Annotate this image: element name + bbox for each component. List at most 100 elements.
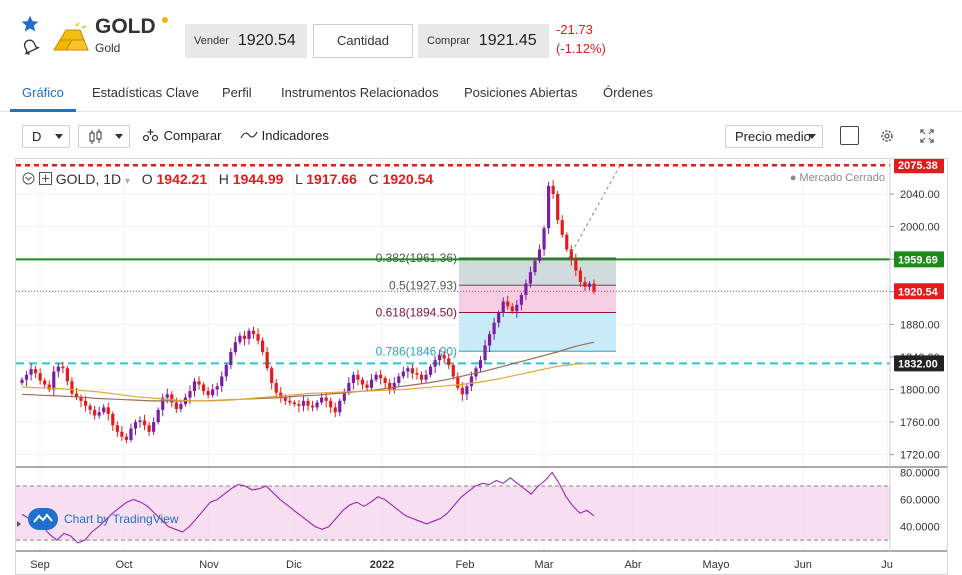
candle-body xyxy=(374,374,378,380)
candle-body xyxy=(70,381,74,394)
legend-open: 1942.21 xyxy=(156,171,208,187)
alert-bell-icon[interactable] xyxy=(20,36,40,56)
candle-body xyxy=(129,428,133,440)
candle-body xyxy=(483,345,487,361)
indicators-label: Indicadores xyxy=(261,128,329,143)
candle-body xyxy=(306,400,310,406)
rsi-line xyxy=(21,471,595,544)
settings-gear-icon[interactable] xyxy=(879,128,895,144)
fullscreen-icon[interactable] xyxy=(919,128,935,144)
candle-body xyxy=(47,384,51,390)
candle-body xyxy=(433,360,437,367)
candle-body xyxy=(574,259,578,271)
time-axis-label: Mar xyxy=(535,559,554,571)
chart-canvas[interactable]: 0.382(1961.36) 0.5(1927.93) 0.618(1894.50)… xyxy=(16,159,948,575)
tab-profile[interactable]: Perfil xyxy=(222,85,252,100)
snapshot-checkbox[interactable] xyxy=(840,126,859,145)
candle-body xyxy=(242,335,247,339)
candle-body xyxy=(547,185,551,229)
candle-body xyxy=(447,358,451,366)
candle-body xyxy=(392,382,396,390)
candle-body xyxy=(492,322,496,335)
interval-dropdown[interactable]: D xyxy=(22,125,70,148)
price-axis-label: 2040.00 xyxy=(900,189,940,201)
candle-body xyxy=(192,381,197,392)
watchlist-star-icon[interactable] xyxy=(20,14,40,34)
add-icon[interactable] xyxy=(38,172,52,185)
tab-related-instruments[interactable]: Instrumentos Relacionados xyxy=(281,85,439,100)
candle-body xyxy=(406,368,410,372)
time-axis-label: Abr xyxy=(624,559,641,571)
candle-body xyxy=(156,409,160,423)
compare-label: Comparar xyxy=(163,128,222,143)
candle-body xyxy=(74,393,79,398)
legend-close: 1920.54 xyxy=(382,171,434,187)
candle-body xyxy=(469,376,474,387)
candle-body xyxy=(83,400,88,406)
candle-body xyxy=(415,373,419,375)
legend-symbol: GOLD, 1D xyxy=(55,171,122,187)
candle-body xyxy=(506,301,510,307)
candle-body xyxy=(106,407,110,414)
instrument-name: Gold xyxy=(95,41,121,55)
candle-body xyxy=(102,407,106,413)
tradingview-watermark[interactable]: Chart by TradingView xyxy=(28,508,179,530)
buy-price: 1921.45 xyxy=(478,32,537,49)
price-badge xyxy=(894,159,944,174)
candle-body xyxy=(438,355,442,361)
sell-button[interactable]: Vender 1920.54 xyxy=(185,24,307,58)
candle-body xyxy=(338,400,342,413)
candle-body xyxy=(501,301,505,313)
candle-body xyxy=(510,306,514,312)
candle-body xyxy=(310,405,315,408)
quantity-input[interactable]: Cantidad xyxy=(313,24,413,58)
legend-close-label: C xyxy=(368,171,379,187)
candle-body xyxy=(179,404,183,409)
tab-open-positions[interactable]: Posiciones Abiertas xyxy=(464,85,578,100)
price-badge-label: 2075.38 xyxy=(898,160,938,172)
candle-body xyxy=(24,374,29,380)
candle-body xyxy=(315,402,319,408)
rsi-axis-label: 60.0000 xyxy=(900,495,940,507)
time-axis-label: Jun xyxy=(794,559,812,571)
candle-body xyxy=(201,384,206,392)
candle-body xyxy=(297,404,301,406)
candle-body xyxy=(424,374,428,380)
candle-body xyxy=(197,381,201,385)
buy-button[interactable]: Comprar 1921.45 xyxy=(418,24,549,58)
candle-body xyxy=(460,387,464,395)
candle-body xyxy=(419,374,424,380)
price-mode-dropdown[interactable]: Precio medio xyxy=(725,125,823,148)
candle-body xyxy=(229,351,233,366)
rsi-axis-label: 80.0000 xyxy=(900,467,940,479)
candle-body xyxy=(410,368,415,374)
price-axis-label: 1800.00 xyxy=(900,384,940,396)
legend-low: 1917.66 xyxy=(306,171,357,187)
chart-type-dropdown[interactable] xyxy=(78,125,130,148)
collapse-icon[interactable] xyxy=(22,172,35,185)
change-percent: (-1.12%) xyxy=(556,41,606,56)
tab-key-stats[interactable]: Estadísticas Clave xyxy=(92,85,199,100)
chevron-down-icon xyxy=(55,134,63,139)
candle-body xyxy=(165,394,169,398)
active-tab-indicator xyxy=(10,109,76,112)
legend-dropdown-icon[interactable]: ▾ xyxy=(125,176,131,187)
price-badge-label: 1959.69 xyxy=(898,254,938,266)
indicators-button[interactable]: Indicadores xyxy=(240,128,329,143)
chevron-down-icon xyxy=(808,134,816,139)
compare-button[interactable]: Comparar xyxy=(142,128,221,143)
candle-body xyxy=(528,272,533,284)
interval-value: D xyxy=(32,129,42,144)
change-value: -21.73 xyxy=(556,22,593,37)
tab-orders[interactable]: Órdenes xyxy=(603,85,653,100)
candle-body xyxy=(320,397,324,403)
tab-chart[interactable]: Gráfico xyxy=(22,85,64,100)
candle-body xyxy=(138,420,142,423)
candle-body xyxy=(556,194,560,221)
candle-body xyxy=(519,294,523,305)
candle-body xyxy=(88,405,92,410)
candle-body xyxy=(52,371,56,390)
fib-level-label: 0.382(1961.36) xyxy=(376,251,457,265)
price-chart[interactable]: 0.382(1961.36) 0.5(1927.93) 0.618(1894.50)… xyxy=(15,158,948,575)
price-axis-label: 1720.00 xyxy=(900,450,940,462)
